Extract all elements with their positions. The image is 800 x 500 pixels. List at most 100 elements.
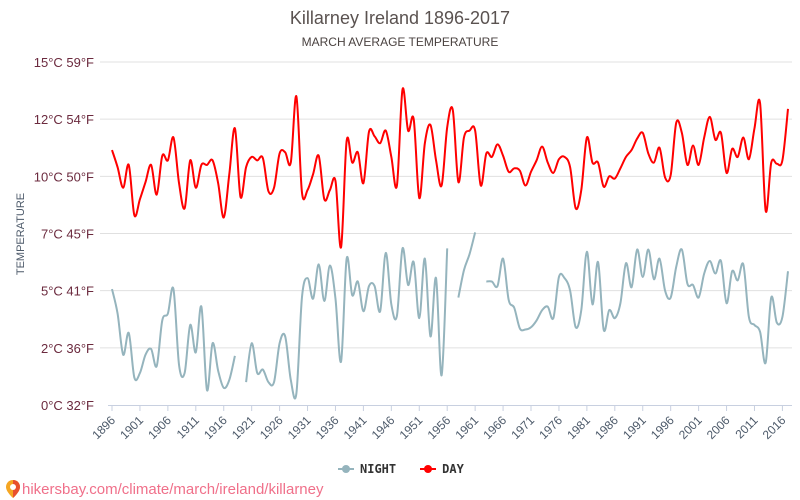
night-point[interactable] (517, 325, 523, 331)
night-point[interactable] (204, 387, 210, 393)
night-point[interactable] (595, 259, 601, 265)
day-point[interactable] (422, 140, 428, 146)
night-point[interactable] (740, 261, 746, 267)
day-point[interactable] (265, 188, 271, 194)
night-point[interactable] (221, 385, 227, 391)
night-point[interactable] (718, 258, 724, 264)
day-point[interactable] (282, 149, 288, 155)
day-point[interactable] (701, 134, 707, 140)
night-point[interactable] (545, 304, 551, 310)
day-point[interactable] (455, 179, 461, 185)
day-point[interactable] (511, 165, 517, 171)
night-point[interactable] (366, 283, 372, 289)
day-point[interactable] (696, 162, 702, 168)
day-point[interactable] (372, 133, 378, 139)
night-point[interactable] (617, 300, 623, 306)
night-point[interactable] (282, 333, 288, 339)
night-point[interactable] (332, 296, 338, 302)
day-point[interactable] (550, 170, 556, 176)
day-point[interactable] (277, 150, 283, 156)
night-point[interactable] (662, 288, 668, 294)
night-point[interactable] (684, 281, 690, 287)
day-point[interactable] (310, 171, 316, 177)
day-point[interactable] (494, 141, 500, 147)
night-point[interactable] (673, 264, 679, 270)
night-point[interactable] (511, 305, 517, 311)
day-point[interactable] (366, 129, 372, 135)
night-point[interactable] (405, 282, 411, 288)
night-point[interactable] (578, 307, 584, 313)
night-point[interactable] (567, 288, 573, 294)
night-point[interactable] (288, 377, 294, 383)
night-point[interactable] (109, 286, 115, 292)
night-point[interactable] (226, 377, 232, 383)
day-point[interactable] (109, 147, 115, 153)
day-point[interactable] (187, 157, 193, 163)
day-point[interactable] (288, 160, 294, 166)
day-point[interactable] (411, 116, 417, 122)
day-point[interactable] (193, 185, 199, 191)
night-point[interactable] (310, 296, 316, 302)
night-point[interactable] (210, 340, 216, 346)
night-point[interactable] (360, 308, 366, 314)
day-point[interactable] (305, 187, 311, 193)
day-point[interactable] (768, 160, 774, 166)
night-point[interactable] (299, 295, 305, 301)
night-point[interactable] (634, 247, 640, 253)
night-point[interactable] (494, 283, 500, 289)
day-point[interactable] (751, 125, 757, 131)
night-point[interactable] (187, 322, 193, 328)
night-point[interactable] (131, 375, 137, 381)
night-point[interactable] (500, 256, 506, 262)
day-point[interactable] (746, 156, 752, 162)
night-point[interactable] (651, 276, 657, 282)
night-point[interactable] (249, 340, 255, 346)
night-point[interactable] (349, 292, 355, 298)
day-point[interactable] (774, 161, 780, 167)
night-point[interactable] (305, 275, 311, 281)
day-point[interactable] (645, 150, 651, 156)
day-point[interactable] (383, 128, 389, 134)
night-point[interactable] (444, 245, 450, 251)
day-point[interactable] (595, 160, 601, 166)
day-point[interactable] (204, 162, 210, 168)
day-point[interactable] (589, 160, 595, 166)
night-point[interactable] (355, 279, 361, 285)
day-point[interactable] (260, 155, 266, 161)
night-point[interactable] (316, 261, 322, 267)
night-point[interactable] (668, 295, 674, 301)
day-point[interactable] (316, 153, 322, 159)
night-point[interactable] (645, 247, 651, 253)
day-point[interactable] (159, 153, 165, 159)
night-point[interactable] (321, 298, 327, 304)
night-point[interactable] (472, 229, 478, 235)
night-point[interactable] (506, 297, 512, 303)
night-point[interactable] (165, 311, 171, 317)
night-point[interactable] (154, 363, 160, 369)
day-point[interactable] (394, 182, 400, 188)
day-point[interactable] (517, 168, 523, 174)
night-point[interactable] (388, 301, 394, 307)
day-point[interactable] (355, 149, 361, 155)
day-point[interactable] (763, 208, 769, 214)
day-point[interactable] (534, 157, 540, 163)
night-point[interactable] (467, 251, 473, 257)
night-point[interactable] (193, 349, 199, 355)
day-point[interactable] (724, 170, 730, 176)
day-point[interactable] (405, 128, 411, 134)
day-point[interactable] (478, 182, 484, 188)
night-point[interactable] (400, 245, 406, 251)
night-point[interactable] (215, 368, 221, 374)
night-point[interactable] (338, 359, 344, 365)
day-point[interactable] (629, 147, 635, 153)
night-point[interactable] (690, 282, 696, 288)
day-point[interactable] (148, 162, 154, 168)
day-point[interactable] (154, 192, 160, 198)
day-point[interactable] (444, 124, 450, 130)
night-point[interactable] (372, 283, 378, 289)
day-point[interactable] (735, 154, 741, 160)
day-point[interactable] (606, 173, 612, 179)
day-point[interactable] (506, 169, 512, 175)
day-point[interactable] (170, 134, 176, 140)
night-point[interactable] (751, 322, 757, 328)
